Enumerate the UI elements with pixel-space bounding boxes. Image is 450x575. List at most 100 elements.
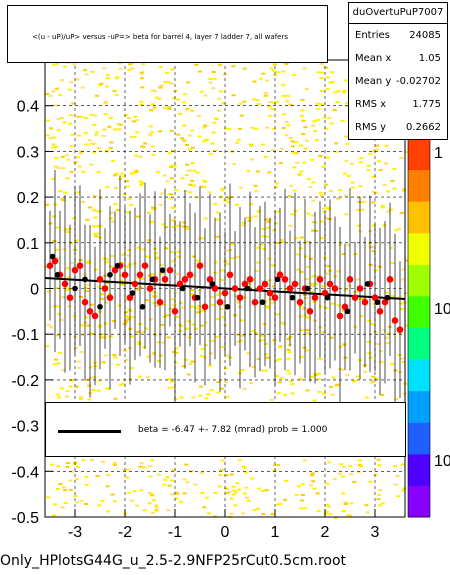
heat-cell <box>269 67 274 70</box>
heat-cell <box>147 502 152 505</box>
heat-cell <box>136 276 141 279</box>
heat-cell <box>140 145 145 148</box>
heat-cell <box>148 125 153 128</box>
heat-cell <box>112 90 117 93</box>
heat-cell <box>313 221 318 224</box>
heat-cell <box>377 464 382 467</box>
data-point <box>281 276 289 283</box>
heat-cell <box>342 343 347 346</box>
heat-cell <box>246 169 251 172</box>
heat-cell <box>312 487 317 490</box>
heat-cell <box>182 492 187 495</box>
heat-cell <box>380 502 385 505</box>
heat-cell <box>168 197 173 200</box>
heat-cell <box>345 373 350 376</box>
heat-cell <box>51 178 56 180</box>
heat-cell <box>316 107 321 110</box>
heat-cell <box>355 375 360 378</box>
heat-cell <box>240 369 245 372</box>
heat-cell <box>169 193 174 196</box>
heat-cell <box>56 396 61 399</box>
heat-cell <box>226 249 231 252</box>
heat-cell <box>58 94 63 96</box>
heat-cell <box>275 242 280 244</box>
heat-cell <box>265 126 270 129</box>
heat-cell <box>165 72 169 74</box>
heat-cell <box>305 389 310 392</box>
heat-cell <box>74 239 79 242</box>
heat-cell <box>127 308 132 311</box>
heat-cell <box>390 295 395 298</box>
heat-cell <box>299 144 303 147</box>
heat-cell <box>219 195 224 198</box>
heat-cell <box>88 366 93 369</box>
heat-cell <box>190 146 195 149</box>
heat-cell <box>126 254 131 257</box>
stats-key: Entries <box>355 30 390 41</box>
heat-cell <box>384 144 389 147</box>
heat-cell <box>104 301 109 304</box>
heat-cell <box>173 361 178 364</box>
black-marker <box>149 276 156 283</box>
heat-cell <box>286 94 290 97</box>
heat-cell <box>89 113 94 116</box>
heat-cell <box>115 363 120 366</box>
heat-cell <box>48 222 53 225</box>
heat-cell <box>106 510 111 513</box>
heat-cell <box>271 285 276 288</box>
color-scale-segment <box>408 169 430 202</box>
heat-cell <box>319 237 324 240</box>
heat-cell <box>199 324 204 327</box>
heat-cell <box>173 89 178 92</box>
heat-cell <box>328 385 333 388</box>
heat-cell <box>187 134 192 137</box>
heat-cell <box>282 393 287 396</box>
heat-cell <box>176 98 181 101</box>
heat-cell <box>184 358 189 361</box>
heat-cell <box>154 504 159 507</box>
heat-cell <box>184 174 189 177</box>
data-point <box>66 294 74 301</box>
heat-cell <box>400 278 405 281</box>
heat-cell <box>119 383 124 386</box>
x-tick-label: 2 <box>321 524 330 541</box>
heat-cell <box>332 477 337 480</box>
heat-cell <box>101 460 105 463</box>
data-point <box>261 280 269 288</box>
heat-cell <box>119 279 124 282</box>
heat-cell <box>279 162 283 165</box>
heat-cell <box>335 101 340 103</box>
heat-cell <box>80 334 85 337</box>
heat-cell <box>126 211 131 214</box>
color-scale-labels: 1 10 10 <box>434 145 450 470</box>
heat-cell <box>364 396 369 399</box>
heat-cell <box>67 276 72 279</box>
heat-cell <box>329 336 334 339</box>
heat-cell <box>220 278 225 281</box>
heat-cell <box>348 464 353 467</box>
heat-cell <box>293 210 298 213</box>
data-point <box>126 294 134 301</box>
heat-cell <box>100 297 105 300</box>
heat-cell <box>329 122 334 125</box>
heat-cell <box>284 121 289 123</box>
heat-cell <box>294 141 299 144</box>
heat-cell <box>324 183 329 186</box>
heat-cell <box>262 248 266 250</box>
data-point <box>61 280 69 288</box>
heat-cell <box>288 103 293 106</box>
black-marker <box>364 281 371 287</box>
heat-cell <box>174 347 179 350</box>
heat-cell <box>231 94 236 97</box>
heat-cell <box>248 216 253 219</box>
heat-cell <box>310 158 315 161</box>
y-tick-label: -0.3 <box>11 419 39 436</box>
heat-cell <box>284 480 288 482</box>
heat-cell <box>203 217 208 220</box>
heat-cell <box>53 203 58 206</box>
heat-cell <box>211 131 216 134</box>
heat-cell <box>280 240 285 243</box>
heat-cell <box>327 117 332 120</box>
heat-cell <box>158 65 163 68</box>
heat-cell <box>127 68 132 71</box>
